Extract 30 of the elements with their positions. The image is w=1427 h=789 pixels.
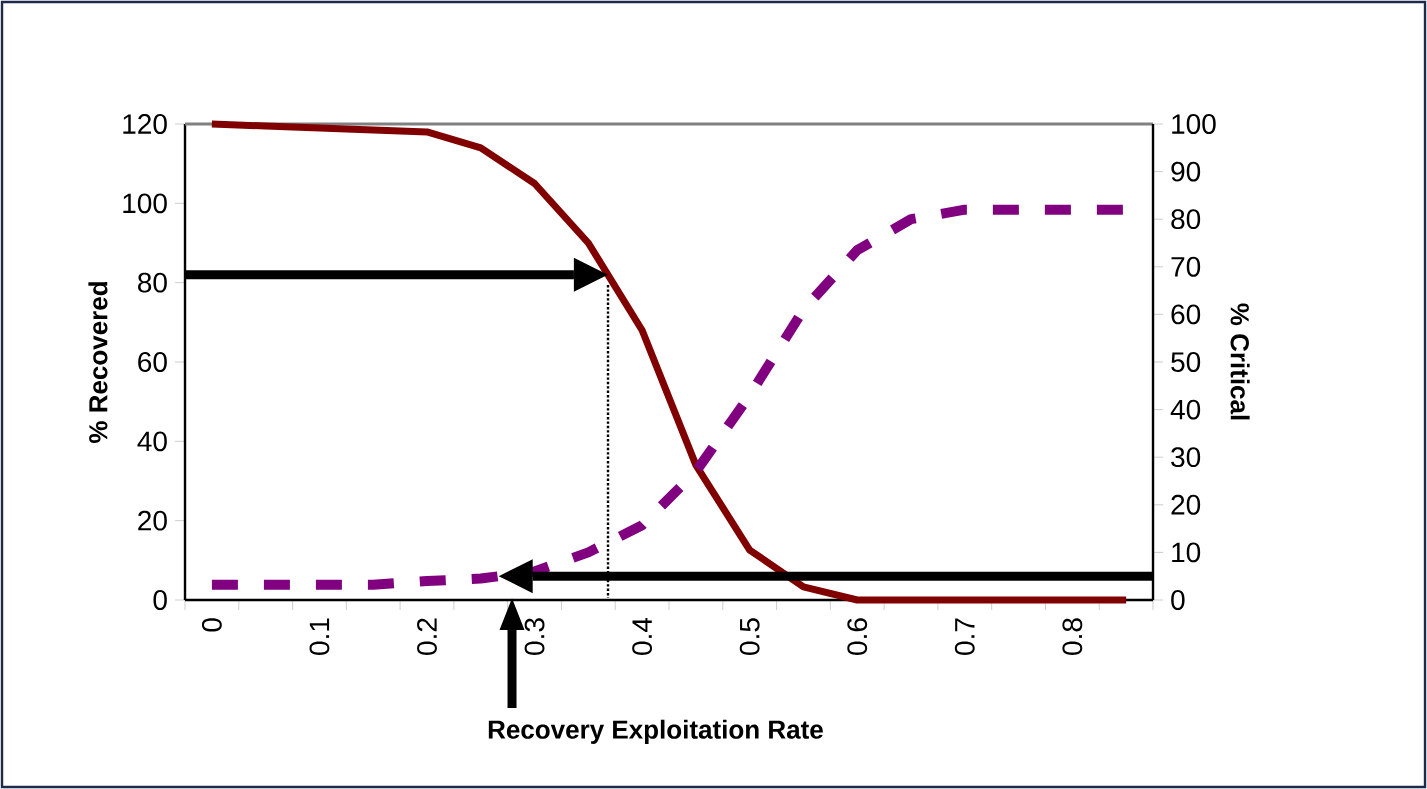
- y2-tick-label: 80: [1171, 209, 1201, 230]
- y2-tick-label: 20: [1171, 494, 1201, 515]
- x-tick-label: 0.1: [309, 618, 330, 655]
- y2-tick-label: 10: [1172, 542, 1201, 563]
- y2-tick-label: 50: [1171, 352, 1201, 372]
- y2-tick-label: 100: [1172, 114, 1216, 134]
- x-tick-label: 0.2: [417, 618, 437, 655]
- x-tick-label: 0.4: [632, 617, 653, 655]
- y2-tick-label: 90: [1171, 161, 1201, 182]
- y2-axis-title: % Critical: [1230, 303, 1250, 420]
- y-tick-label: 60: [138, 352, 167, 372]
- y2-tick-label: 60: [1171, 304, 1201, 325]
- y2-tick-label: 70: [1171, 256, 1201, 277]
- x-tick-label: 0.6: [847, 618, 868, 655]
- y-tick-label: 80: [138, 272, 167, 293]
- y-axis-title: % Recovered: [88, 282, 108, 443]
- x-tick-label: 0.8: [1062, 618, 1083, 655]
- x-tick-label: 0.3: [524, 618, 545, 655]
- y-tick-label: 20: [138, 510, 167, 531]
- x-tick-label: 0.7: [954, 618, 975, 655]
- y2-tick-label: 0: [1171, 590, 1185, 610]
- y-tick-label: 40: [137, 431, 167, 452]
- y-tick-label: 120: [123, 114, 167, 134]
- x-tick-label: 0.5: [739, 618, 760, 655]
- x-axis-title: Recovery Exploitation Rate: [488, 719, 823, 744]
- x-tick-label: 0: [201, 618, 222, 632]
- y2-tick-label: 40: [1170, 399, 1201, 420]
- y2-tick-label: 30: [1171, 447, 1201, 468]
- y-tick-label: 100: [123, 193, 167, 214]
- y-tick-label: 0: [153, 590, 167, 610]
